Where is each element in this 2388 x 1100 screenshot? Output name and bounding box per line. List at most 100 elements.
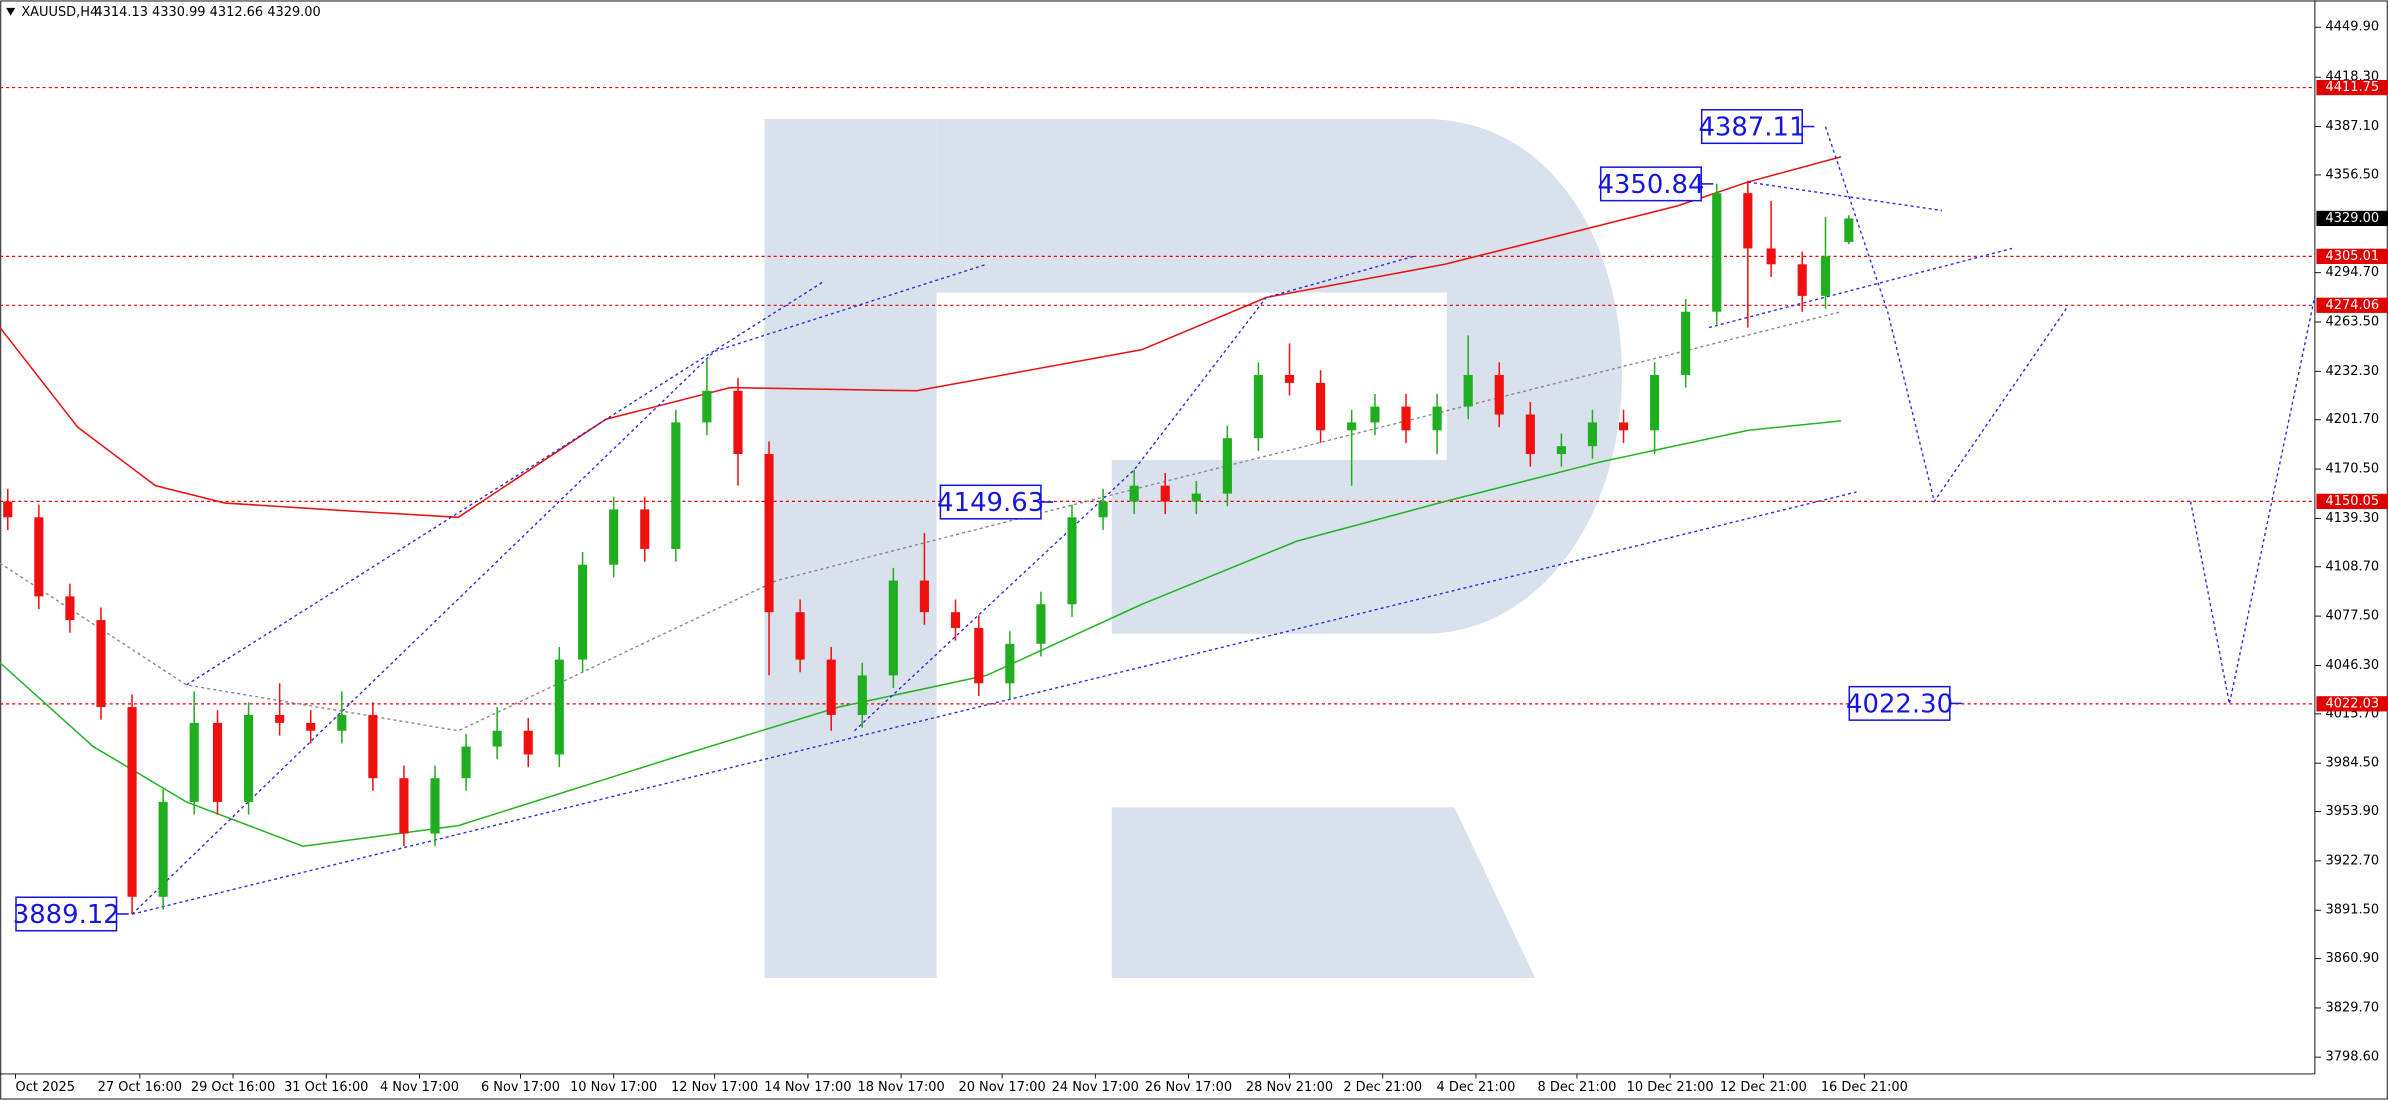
candle-body (1766, 248, 1776, 265)
candle-body (461, 746, 471, 779)
y-tick-label: 4046.30 (2326, 658, 2380, 673)
x-tick-label: 2 Dec 21:00 (1343, 1080, 1422, 1095)
candle-body (1005, 643, 1015, 684)
candle-body (1316, 382, 1326, 431)
candle-body (1556, 446, 1566, 455)
ohlc-header: 4314.13 4330.99 4312.66 4329.00 (94, 5, 320, 20)
candle-body (974, 627, 984, 684)
candle-body (399, 778, 409, 834)
x-tick-label: 18 Nov 17:00 (857, 1080, 944, 1095)
x-tick-label: 14 Nov 17:00 (764, 1080, 851, 1095)
y-tick-label: 4077.50 (2326, 609, 2380, 624)
y-tick-label: 4356.50 (2326, 167, 2380, 182)
candle-body (764, 454, 774, 613)
candle-body (3, 501, 13, 518)
candle-body (1347, 422, 1357, 431)
y-tick-label: 3798.60 (2326, 1050, 2380, 1065)
y-tick-label: 3922.70 (2326, 853, 2380, 868)
annotation-label: 4022.30 (1846, 689, 1953, 719)
candle-body (578, 564, 588, 660)
x-tick-label: 10 Dec 21:00 (1627, 1080, 1714, 1095)
x-tick-label: 31 Oct 16:00 (284, 1080, 368, 1095)
candle-body (368, 714, 378, 779)
symbol-title: XAUUSD,H4 (21, 5, 98, 20)
watermark (764, 119, 1622, 978)
candle-body (96, 620, 106, 708)
price-annotation: 4350.84 (1597, 166, 1714, 202)
current-price-box (2316, 210, 2388, 227)
x-tick-label: 20 Nov 17:00 (958, 1080, 1045, 1095)
annotation-box (939, 484, 1042, 520)
y-tick-label: 3953.90 (2326, 804, 2380, 819)
y-tick-label: 3891.50 (2326, 903, 2380, 918)
candle-body (1432, 406, 1442, 431)
menu-arrow[interactable] (6, 7, 16, 16)
candle-body (554, 659, 564, 755)
y-tick-label: 4449.90 (2326, 20, 2380, 35)
x-tick-label: 27 Oct 16:00 (98, 1080, 182, 1095)
x-tick-label: 12 Nov 17:00 (671, 1080, 758, 1095)
candle-body (1222, 438, 1232, 494)
candle-body (337, 714, 347, 731)
trend-line (1824, 126, 2067, 504)
candle-body (950, 612, 961, 628)
candle-body (306, 722, 316, 731)
current-price-label: 4329.00 (2326, 211, 2380, 226)
candle-body (1191, 493, 1201, 502)
x-tick-label: 24 Nov 17:00 (1052, 1080, 1139, 1095)
level-label-box (2316, 297, 2388, 313)
level-label: 4305.01 (2326, 249, 2380, 264)
y-tick-label: 4232.30 (2326, 364, 2380, 379)
x-tick-label: 29 Oct 16:00 (191, 1080, 275, 1095)
candle-body (1494, 374, 1504, 415)
candle-body (1743, 193, 1753, 249)
candle-body (1618, 422, 1629, 431)
candle-body (189, 722, 199, 802)
watermark-stem (764, 119, 937, 978)
watermark-leg (1111, 807, 1536, 978)
level-label-box (2316, 248, 2388, 264)
candle-body (1284, 374, 1295, 383)
trend-line (131, 263, 987, 915)
candle-body (1036, 604, 1046, 644)
candle-body (492, 730, 502, 747)
y-tick-label: 4387.10 (2326, 119, 2380, 134)
y-tick-label: 3984.50 (2326, 756, 2380, 771)
y-tick-label: 4139.30 (2326, 511, 2380, 526)
candle-body (1370, 406, 1380, 423)
y-tick-label: 4263.50 (2326, 315, 2380, 330)
x-tick-label: 26 Nov 17:00 (1145, 1080, 1232, 1095)
candle-body (275, 714, 285, 723)
x-tick-label: 4 Dec 21:00 (1437, 1080, 1516, 1095)
price-annotation: 4387.11 (1698, 109, 1815, 145)
y-tick-label: 3829.70 (2326, 1000, 2380, 1015)
candle-body (244, 714, 254, 802)
candle-body (826, 659, 836, 715)
moving-average (0, 156, 1842, 519)
annotation-box (1700, 109, 1803, 145)
candle-body (1712, 193, 1722, 312)
y-tick-label: 4170.50 (2326, 462, 2380, 477)
y-tick-label: 3860.90 (2326, 951, 2380, 966)
trend-line (2189, 295, 2316, 705)
annotation-box (1848, 685, 1951, 721)
x-tick-label: 16 Dec 21:00 (1821, 1080, 1908, 1095)
candle-body (127, 707, 137, 897)
level-label: 4150.05 (2326, 494, 2380, 509)
candle-body (702, 390, 712, 423)
candle-body (1098, 501, 1108, 518)
x-tick-label: 28 Nov 21:00 (1246, 1080, 1333, 1095)
candle-body (919, 580, 929, 613)
candle-body (640, 509, 650, 549)
candle-body (1681, 311, 1691, 375)
level-label: 4274.06 (2326, 298, 2380, 313)
x-tick-label: 10 Nov 17:00 (570, 1080, 657, 1095)
annotation-box (15, 896, 118, 932)
trend-line (0, 311, 1842, 732)
candle-body (733, 390, 743, 455)
moving-average (0, 420, 1842, 847)
candle-body (1401, 406, 1411, 431)
candle-body (65, 596, 75, 621)
watermark-bowl (936, 119, 1622, 634)
